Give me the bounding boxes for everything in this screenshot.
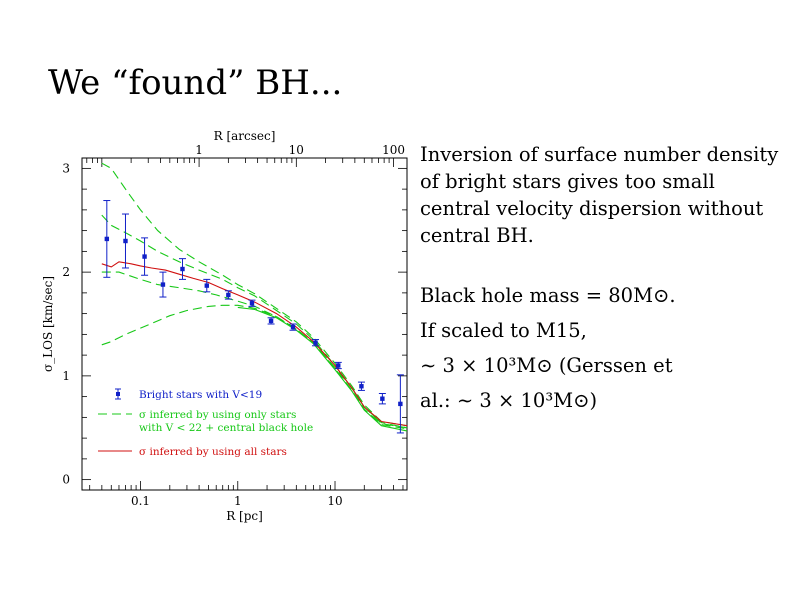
y-tick-label: 1 <box>62 369 70 383</box>
y-tick-label: 0 <box>62 473 70 487</box>
text-paragraph-black-hole-mass: Black hole mass = 80M⊙. If scaled to M15… <box>420 278 780 418</box>
x-axis-label: R [pc] <box>226 509 263 523</box>
series-line-0 <box>101 162 407 427</box>
legend-point-marker <box>116 392 120 396</box>
series-line-3 <box>101 304 407 430</box>
data-point <box>226 292 231 298</box>
data-point <box>104 236 110 242</box>
data-point <box>204 283 209 288</box>
data-point <box>398 401 403 407</box>
data-point <box>160 282 166 287</box>
slide-title: We “found” BH... <box>48 63 343 103</box>
data-point <box>290 324 296 330</box>
series-line-5 <box>101 261 407 427</box>
x-tick-label: 0.1 <box>131 494 150 508</box>
legend-label-dashed-line2: with V < 22 + central black hole <box>139 422 313 434</box>
y-axis-label: σ_LOS [km/sec] <box>41 276 55 372</box>
data-point <box>142 254 147 259</box>
text-line-scaled-value: ∼ 3 × 10³M⊙ (Gerssen et <box>420 354 673 377</box>
text-line-bh-mass: Black hole mass = 80M⊙. <box>420 284 676 307</box>
series-line-4 <box>237 306 407 432</box>
data-point <box>336 363 341 368</box>
text-line-gerssen: al.: ∼ 3 × 10³M⊙) <box>420 389 598 412</box>
top-tick-label: 100 <box>382 143 405 157</box>
data-point <box>123 238 128 244</box>
data-point <box>313 340 318 345</box>
data-point <box>268 318 274 324</box>
top-tick-label: 10 <box>289 143 304 157</box>
text-line-scaled: If scaled to M15, <box>420 319 587 342</box>
plot-frame <box>81 157 408 491</box>
top-tick-label: 1 <box>195 143 203 157</box>
legend-label-points: Bright stars with V<19 <box>139 389 262 401</box>
legend-label-dashed: σ inferred by using only stars <box>139 409 296 421</box>
text-paragraph-inversion: Inversion of surface number density of b… <box>420 143 779 247</box>
data-point <box>359 384 364 389</box>
top-axis-label: R [arcsec] <box>214 129 276 143</box>
velocity-dispersion-chart: 0 1 2 3 0.1 1 10 1 10 100 R [arcsec] R [pc] σ_LOS [k… <box>41 129 408 523</box>
x-tick-label: 1 <box>234 494 242 508</box>
y-tick-label: 3 <box>62 161 70 175</box>
data-point <box>180 266 185 272</box>
data-point <box>249 301 255 306</box>
y-tick-label: 2 <box>62 265 70 279</box>
legend-label-solid: σ inferred by using all stars <box>139 446 287 458</box>
data-point <box>380 396 385 401</box>
x-tick-label: 10 <box>327 494 342 508</box>
body-text: Inversion of surface number density of b… <box>420 141 780 418</box>
